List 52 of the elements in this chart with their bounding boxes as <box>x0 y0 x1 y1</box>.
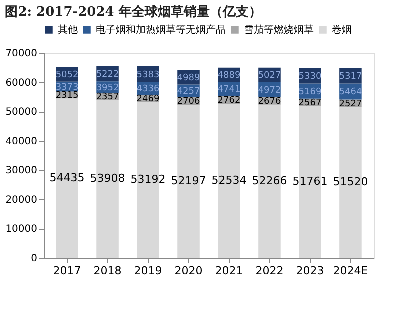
data-label: 5052 <box>56 70 79 81</box>
data-label: 5317 <box>339 72 362 82</box>
legend-label: 其他 <box>58 24 78 36</box>
data-label: 51520 <box>333 176 368 189</box>
data-label: 52197 <box>171 174 206 188</box>
y-tick-label: 20000 <box>6 194 38 206</box>
data-label: 4257 <box>177 86 200 97</box>
y-tick-label: 30000 <box>6 166 38 177</box>
data-label: 2567 <box>298 98 322 109</box>
data-label: 5222 <box>96 70 120 80</box>
data-label: 4336 <box>136 84 160 95</box>
data-label: 3373 <box>56 82 79 93</box>
data-label: 2762 <box>218 96 241 106</box>
x-tick-label: 2021 <box>215 264 244 278</box>
data-label: 4741 <box>218 85 241 96</box>
legend-label: 雪茄等燃烧烟草 <box>244 24 314 36</box>
data-label: 52266 <box>252 174 288 188</box>
x-tick-label: 2023 <box>296 264 324 278</box>
y-tick-label: 50000 <box>6 107 38 118</box>
data-label: 53192 <box>130 173 166 186</box>
data-label: 4989 <box>177 73 200 84</box>
data-label: 52534 <box>212 174 247 188</box>
data-label: 5330 <box>298 72 322 82</box>
data-label: 2315 <box>56 91 79 102</box>
chart-title: 图2: 2017-2024 年全球烟草销量（亿支） <box>5 4 262 20</box>
data-label: 51761 <box>292 175 328 188</box>
data-label: 2527 <box>339 99 362 110</box>
x-tick-label: 2017 <box>53 264 82 278</box>
y-tick-label: 0 <box>31 254 38 264</box>
x-tick-label: 2024E <box>333 264 368 278</box>
data-label: 2469 <box>136 94 160 105</box>
x-tick-label: 2022 <box>256 264 284 278</box>
y-tick-label: 10000 <box>6 224 38 236</box>
data-label: 3952 <box>96 83 120 94</box>
data-label: 2706 <box>177 97 200 108</box>
data-label: 2357 <box>96 92 120 103</box>
x-tick-label: 2018 <box>94 264 122 278</box>
data-label: 5383 <box>136 70 160 80</box>
data-label: 54435 <box>50 171 85 184</box>
x-tick-label: 2020 <box>174 264 203 278</box>
y-tick-label: 70000 <box>6 48 38 60</box>
y-tick-label: 60000 <box>6 78 38 89</box>
data-label: 2676 <box>258 97 282 108</box>
x-tick-label: 2019 <box>134 264 162 278</box>
data-label: 4889 <box>218 71 241 82</box>
data-label: 5169 <box>298 87 322 98</box>
y-tick-label: 40000 <box>6 136 38 148</box>
data-label: 4972 <box>258 86 282 96</box>
data-label: 53908 <box>90 172 126 186</box>
data-label: 5027 <box>258 71 282 82</box>
legend-label: 卷烟 <box>332 24 352 36</box>
legend-label: 电子烟和加热烟草等无烟产品 <box>96 24 226 36</box>
